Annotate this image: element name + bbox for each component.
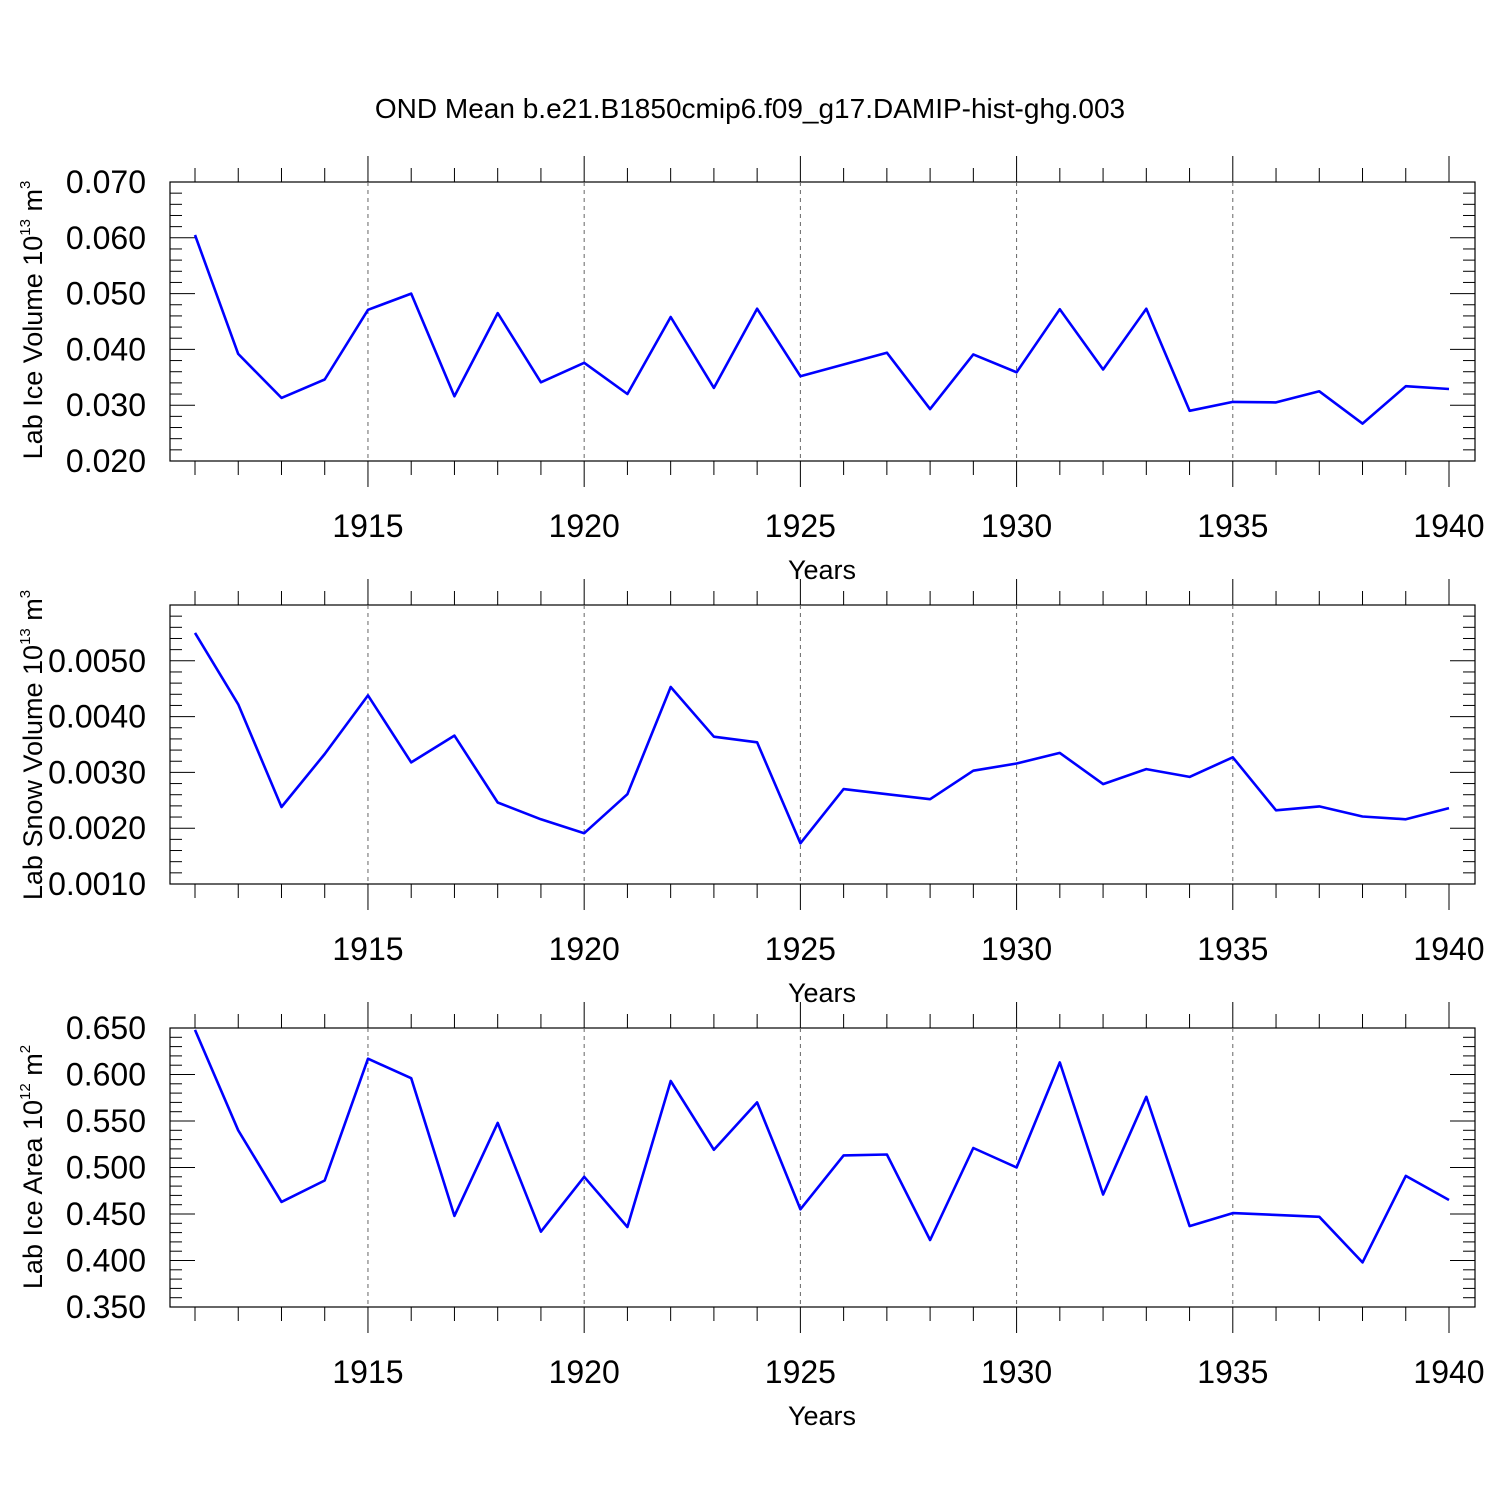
x-tick-label: 1925 (765, 508, 836, 544)
x-tick-label: 1930 (981, 508, 1052, 544)
y-tick-label: 0.020 (66, 443, 146, 479)
x-tick-label: 1915 (332, 931, 403, 967)
y-tick-label: 0.0030 (48, 754, 146, 790)
y-tick-label: 0.060 (66, 220, 146, 256)
x-tick-label: 1915 (332, 1354, 403, 1390)
panel-2: 0.0010 0.0020 0.0030 0.0040 0.0050 1915 1920 19… (17, 579, 1485, 1008)
y-tick-label: 0.040 (66, 331, 146, 367)
x-tick-label: 1940 (1413, 931, 1484, 967)
x-axis-label: Years (788, 555, 856, 585)
x-tick-label: 1935 (1197, 931, 1268, 967)
plot-frame (169, 1027, 1476, 1308)
chart-title: OND Mean b.e21.B1850cmip6.f09_g17.DAMIP-… (375, 93, 1125, 124)
x-axis-label: Years (788, 978, 856, 1008)
y-tick-label: 0.550 (66, 1103, 146, 1139)
x-tick-label: 1935 (1197, 1354, 1268, 1390)
y-tick-label: 0.400 (66, 1243, 146, 1279)
y-axis-label-unit-exponent: 3 (17, 181, 34, 189)
y-axis-label: Lab Ice Area 1012 m2 (17, 1045, 48, 1289)
y-axis-label-exponent: 13 (17, 628, 34, 645)
series-line (193, 632, 1450, 845)
series-line (193, 1029, 1450, 1264)
y-tick-label: 0.050 (66, 276, 146, 312)
y-tick-label: 0.0050 (48, 643, 146, 679)
y-axis-label-unit-exponent: 3 (17, 590, 34, 598)
x-tick-label: 1925 (765, 1354, 836, 1390)
panel-3: 0.350 0.400 0.450 0.500 0.550 0.600 0.650 1915 1… (17, 1002, 1485, 1431)
series-line (193, 234, 1450, 425)
y-tick-label: 0.0020 (48, 810, 146, 846)
y-tick-label: 0.650 (66, 1010, 146, 1046)
y-axis-label-text: Lab Ice Volume 10 (18, 236, 48, 460)
y-axis-label: Lab Ice Volume 1013 m3 (17, 181, 48, 460)
x-tick-label: 1925 (765, 931, 836, 967)
plot-frame (169, 604, 1476, 885)
y-axis-label-text: Lab Ice Area 10 (18, 1100, 48, 1289)
y-axis-label-unit: m (18, 598, 48, 628)
y-axis-label-text: Lab Snow Volume 10 (18, 645, 48, 900)
y-tick-label: 0.030 (66, 387, 146, 423)
y-tick-label: 0.350 (66, 1289, 146, 1325)
y-tick-label: 0.600 (66, 1057, 146, 1093)
y-tick-label: 0.070 (66, 164, 146, 200)
x-tick-label: 1920 (549, 931, 620, 967)
x-tick-label: 1935 (1197, 508, 1268, 544)
y-axis-label-exponent: 12 (17, 1083, 34, 1100)
y-axis-label: Lab Snow Volume 1013 m3 (17, 590, 48, 900)
panel-1: 0.020 0.030 0.040 0.050 0.060 0.070 1915 1920 19… (17, 156, 1485, 585)
x-tick-label: 1920 (549, 508, 620, 544)
y-tick-label: 0.0040 (48, 699, 146, 735)
y-axis-label-unit-exponent: 2 (17, 1045, 34, 1053)
x-tick-label: 1940 (1413, 1354, 1484, 1390)
x-axis-label: Years (788, 1401, 856, 1431)
y-axis-label-exponent: 13 (17, 219, 34, 236)
y-axis-label-unit: m (18, 1053, 48, 1083)
y-tick-label: 0.0010 (48, 866, 146, 902)
y-tick-label: 0.500 (66, 1150, 146, 1186)
y-axis-label-unit: m (18, 189, 48, 219)
x-tick-label: 1915 (332, 508, 403, 544)
plot-frame (169, 181, 1476, 462)
x-tick-label: 1930 (981, 931, 1052, 967)
x-tick-label: 1930 (981, 1354, 1052, 1390)
y-tick-label: 0.450 (66, 1196, 146, 1232)
x-tick-label: 1940 (1413, 508, 1484, 544)
x-tick-label: 1920 (549, 1354, 620, 1390)
